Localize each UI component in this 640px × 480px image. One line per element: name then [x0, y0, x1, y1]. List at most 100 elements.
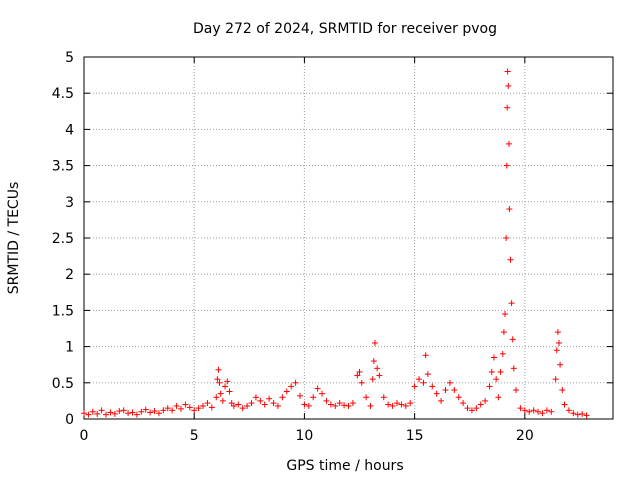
data-point: [125, 410, 132, 417]
y-tick-label: 5: [65, 50, 74, 66]
data-point: [420, 379, 427, 386]
y-tick-label: 1: [65, 340, 74, 356]
axis-ticks: [83, 56, 613, 420]
data-point: [579, 410, 586, 417]
data-point: [107, 409, 114, 416]
x-tick-labels: 0 5 10 15 20: [80, 428, 534, 444]
data-point: [422, 352, 429, 359]
data-point: [230, 402, 237, 409]
data-point: [553, 347, 560, 354]
data-point: [374, 365, 381, 372]
data-point: [191, 407, 198, 414]
data-point: [164, 405, 171, 412]
data-point: [354, 372, 361, 379]
x-tick-label: 0: [80, 428, 89, 444]
data-point: [81, 410, 87, 417]
data-points: [81, 68, 590, 419]
data-point: [490, 354, 497, 361]
data-point: [182, 401, 189, 408]
data-point: [500, 329, 507, 336]
data-point: [341, 402, 348, 409]
data-point: [224, 378, 231, 385]
data-point: [89, 408, 96, 415]
data-point: [345, 402, 352, 409]
data-point: [356, 368, 363, 375]
data-point: [208, 404, 215, 411]
data-point: [358, 379, 365, 386]
data-point: [433, 390, 440, 397]
y-tick-labels: 0 0.5 1 1.5 2 2.5 3 3.5 4 4.5 5: [52, 50, 74, 428]
data-point: [504, 104, 511, 111]
x-tick-label: 5: [190, 428, 199, 444]
data-point: [222, 383, 229, 390]
y-tick-label: 0: [65, 412, 74, 428]
data-point: [111, 410, 118, 417]
data-point: [402, 402, 409, 409]
data-point: [297, 392, 304, 399]
data-point: [552, 376, 559, 383]
data-point: [301, 401, 308, 408]
data-point: [173, 402, 180, 409]
data-point: [503, 162, 510, 169]
data-point: [393, 400, 400, 407]
data-point: [499, 350, 506, 357]
data-point: [503, 235, 510, 241]
data-point: [424, 371, 431, 378]
data-point: [574, 411, 581, 418]
data-point: [138, 408, 145, 415]
data-point: [513, 387, 520, 394]
data-point: [376, 372, 383, 379]
data-point: [442, 387, 449, 394]
y-tick-label: 1.5: [52, 303, 74, 319]
data-point: [98, 407, 105, 414]
data-point: [214, 376, 221, 383]
data-point: [195, 405, 202, 412]
data-point: [559, 387, 566, 394]
data-point: [147, 409, 154, 416]
data-point: [521, 407, 528, 414]
data-point: [235, 401, 242, 408]
data-point: [186, 404, 193, 411]
data-point: [261, 401, 268, 408]
data-point: [217, 390, 224, 397]
data-point: [155, 410, 162, 417]
data-point: [507, 256, 514, 263]
data-point: [473, 405, 480, 412]
data-point: [133, 411, 140, 418]
data-point: [501, 311, 508, 318]
data-point: [482, 397, 489, 404]
data-point: [504, 68, 511, 75]
data-point: [565, 407, 572, 414]
data-point: [508, 300, 515, 307]
data-point: [323, 397, 330, 404]
y-tick-label: 4.5: [52, 86, 74, 102]
data-point: [385, 401, 392, 408]
data-point: [543, 407, 550, 414]
data-point: [451, 387, 458, 394]
data-point: [477, 401, 484, 408]
data-point: [349, 400, 356, 407]
data-point: [219, 397, 226, 404]
data-point: [332, 402, 339, 409]
data-point: [288, 383, 295, 390]
data-point: [510, 365, 517, 372]
y-tick-label: 0.5: [52, 376, 74, 392]
data-point: [129, 409, 136, 416]
data-point: [535, 408, 542, 415]
data-point: [446, 379, 453, 386]
data-point: [292, 379, 299, 386]
y-tick-label: 2: [65, 267, 74, 283]
data-point: [94, 410, 101, 417]
y-tick-label: 4: [65, 122, 74, 138]
data-point: [85, 411, 92, 418]
data-point: [257, 397, 264, 404]
data-point: [151, 408, 158, 415]
data-point: [407, 400, 414, 407]
data-point: [486, 383, 493, 390]
data-point: [363, 394, 370, 401]
y-tick-label: 3: [65, 195, 74, 211]
data-point: [336, 400, 343, 407]
data-point: [226, 388, 233, 395]
data-point: [248, 400, 255, 407]
